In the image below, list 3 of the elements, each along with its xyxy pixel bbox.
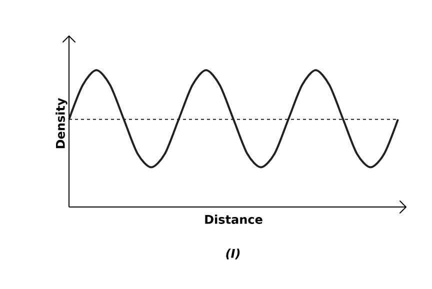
text: (I) [226, 248, 240, 260]
y-axis-title: Density [56, 98, 68, 148]
x-axis-title: Distance [205, 214, 262, 224]
